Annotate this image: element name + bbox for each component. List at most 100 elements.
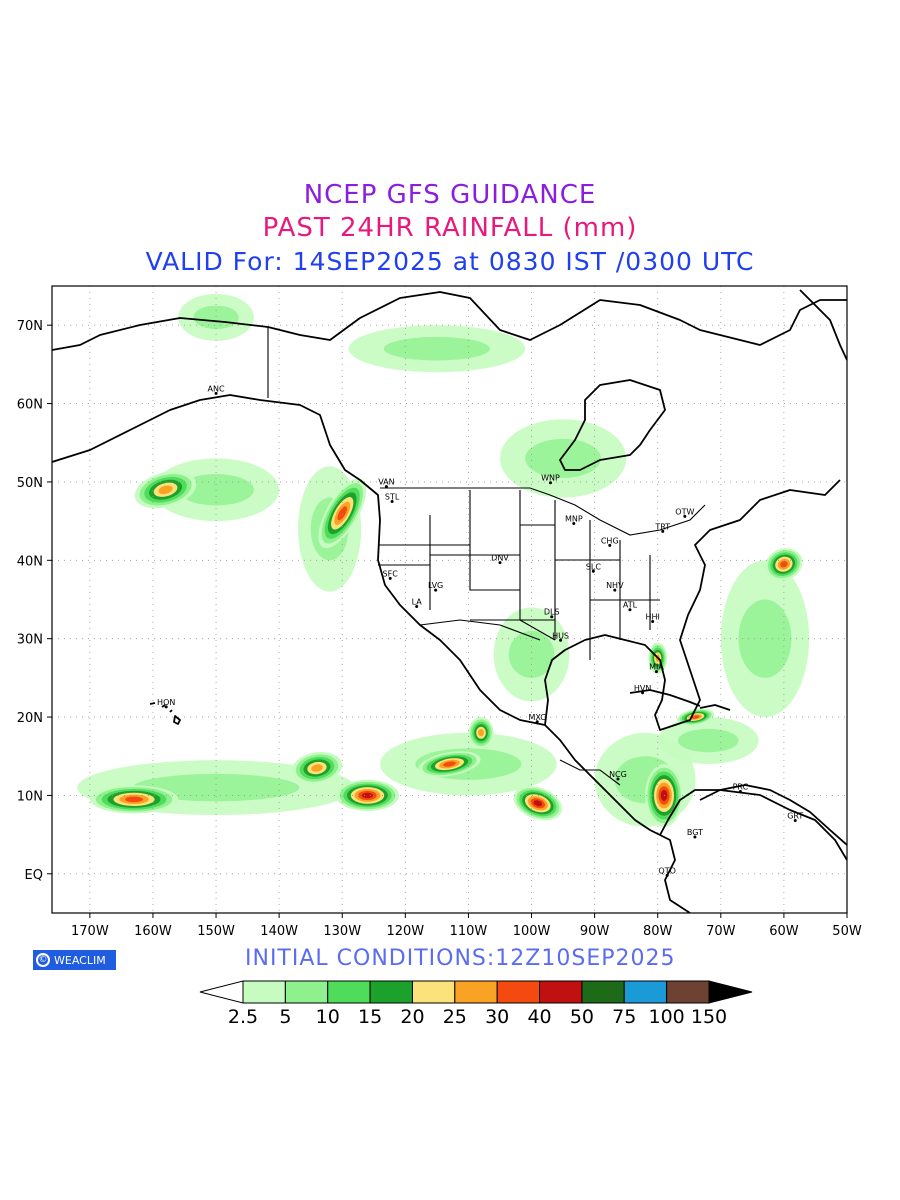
rain-cell xyxy=(478,729,484,737)
lon-tick-label: 150W xyxy=(197,924,235,939)
copyright-icon: © xyxy=(36,953,50,967)
colorbar-swatch xyxy=(454,980,498,1004)
lat-tick-label: 30N xyxy=(17,633,43,648)
city-label: OTW xyxy=(675,507,694,516)
lon-tick-label: 60W xyxy=(769,924,799,939)
colorbar-label: 25 xyxy=(442,1006,467,1028)
colorbar-swatch xyxy=(581,980,625,1004)
city-marker xyxy=(793,819,797,823)
colorbar-swatch xyxy=(539,980,583,1004)
city-marker xyxy=(683,514,687,518)
city-label: STL xyxy=(385,493,400,502)
city-marker xyxy=(641,691,645,695)
city-label: MXC xyxy=(529,713,547,722)
colorbar-label: 50 xyxy=(569,1006,594,1028)
title-line-1: NCEP GFS GUIDANCE xyxy=(303,180,597,210)
city-label: ANC xyxy=(208,384,225,393)
city-marker xyxy=(388,576,392,580)
city-marker xyxy=(693,835,697,839)
city-marker xyxy=(548,481,552,485)
initial-conditions: INITIAL CONDITIONS:12Z10SEP2025 xyxy=(245,946,676,971)
coastlines xyxy=(52,289,847,913)
coast-hudson-bay xyxy=(559,379,666,471)
colorbar-label: 20 xyxy=(400,1006,425,1028)
lat-tick-label: 40N xyxy=(17,554,43,569)
rain-area xyxy=(508,630,555,678)
lat-tick-label: 60N xyxy=(17,398,43,413)
colorbar-swatch xyxy=(242,980,286,1004)
city-marker xyxy=(214,391,218,395)
rain-cell xyxy=(533,800,543,807)
colorbar-swatch xyxy=(369,980,413,1004)
rain-area xyxy=(525,438,601,479)
lon-tick-label: 70W xyxy=(706,924,736,939)
city-marker xyxy=(651,619,655,623)
title-line-3: VALID For: 14SEP2025 at 0830 IST /0300 U… xyxy=(145,247,755,276)
city-marker xyxy=(661,529,665,533)
city-label: LA xyxy=(412,598,423,607)
rain-cell xyxy=(311,764,323,772)
colorbar-label: 30 xyxy=(485,1006,510,1028)
coast-mexico-gulf xyxy=(544,479,841,731)
city-label: NHV xyxy=(606,581,624,590)
city-marker xyxy=(665,873,669,877)
lat-tick-label: 70N xyxy=(17,319,43,334)
coast-alaska xyxy=(52,291,847,351)
lon-tick-label: 120W xyxy=(386,924,424,939)
lat-tick-label: 50N xyxy=(17,476,43,491)
colorbar-swatch xyxy=(623,980,668,1004)
city-label: HHI xyxy=(645,612,659,621)
colorbar-high-arrow xyxy=(708,980,753,1004)
city-marker xyxy=(164,705,168,709)
lon-tick-label: 100W xyxy=(513,924,551,939)
lon-tick-label: 110W xyxy=(450,924,488,939)
coast-hispaniola xyxy=(699,704,731,711)
city-marker xyxy=(498,561,502,565)
rain-area xyxy=(178,474,254,506)
lon-tick-label: 130W xyxy=(323,924,361,939)
lat-tick-label: 20N xyxy=(17,711,43,726)
city-label: DNV xyxy=(491,554,509,563)
colorbar-label: 15 xyxy=(357,1006,383,1028)
colorbar-label: 100 xyxy=(648,1006,685,1028)
coast-greenland xyxy=(799,289,847,361)
colorbar-swatch xyxy=(496,980,541,1004)
colorbar-label: 2.5 xyxy=(227,1006,259,1028)
city-label: QTO xyxy=(658,866,675,875)
colorbar-swatch xyxy=(666,980,710,1004)
city-label: TRT xyxy=(654,522,670,531)
city-marker xyxy=(384,485,388,489)
lon-tick-label: 90W xyxy=(580,924,610,939)
political-borders xyxy=(267,327,706,786)
city-marker xyxy=(550,615,554,619)
city-label: GRT xyxy=(787,812,803,821)
map-frame xyxy=(51,285,848,914)
city-marker xyxy=(628,608,632,612)
city-marker xyxy=(559,638,563,642)
colorbar-low-arrow xyxy=(199,980,244,1004)
city-marker xyxy=(572,521,576,525)
lat-tick-label: EQ xyxy=(25,868,43,883)
city-marker xyxy=(415,605,419,609)
colorbar-label: 75 xyxy=(612,1006,637,1028)
lat-lon-gridlines xyxy=(52,286,847,913)
city-marker xyxy=(390,500,394,504)
city-marker xyxy=(616,777,620,781)
city-label: MNP xyxy=(565,514,583,523)
title-line-2: PAST 24HR RAINFALL (mm) xyxy=(262,213,638,243)
plot-area: ANC VAN STL WNP MNP OTW TRT CHG DNV SFC SLC LVG NHV L… xyxy=(52,286,847,913)
city-label: PRC xyxy=(733,783,749,792)
rain-area xyxy=(193,305,239,330)
city-marker xyxy=(613,588,617,592)
city-label: NCG xyxy=(609,770,627,779)
coast-hawaii xyxy=(149,702,181,725)
city-label: LVG xyxy=(428,581,443,590)
city-marker xyxy=(738,790,742,794)
colorbar-swatch xyxy=(411,980,456,1004)
rain-cell xyxy=(158,485,173,495)
colorbar-label: 5 xyxy=(279,1006,292,1028)
city-marker xyxy=(654,670,658,674)
city-label: WNP xyxy=(541,474,560,483)
coast-cuba xyxy=(629,689,701,707)
